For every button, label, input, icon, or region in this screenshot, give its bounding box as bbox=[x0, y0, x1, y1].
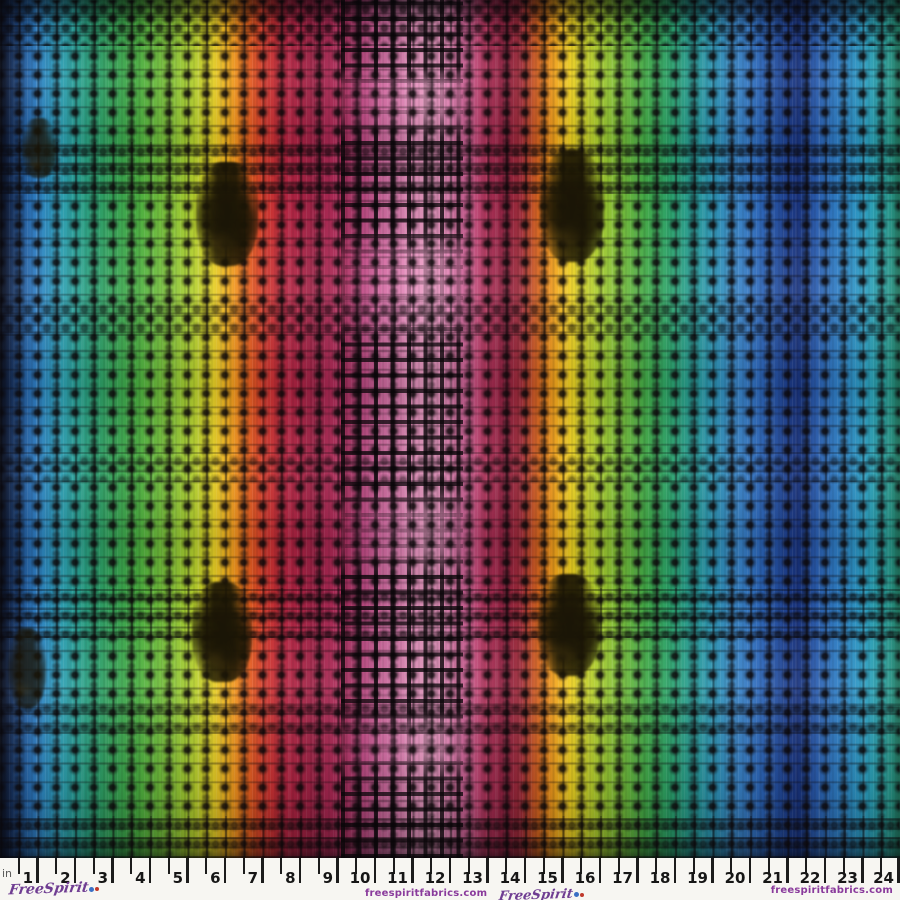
freespirit-logo-center: FreeSpirit bbox=[497, 884, 584, 900]
ruler-tick-inch bbox=[411, 858, 414, 883]
ruler-tick-inch bbox=[636, 858, 639, 883]
website-url-center: freespiritfabrics.com bbox=[365, 888, 488, 899]
ruler-tick-half bbox=[767, 858, 770, 874]
ruler-tick-inch bbox=[786, 858, 789, 883]
ruler-tick-inch bbox=[823, 858, 826, 883]
ruler-tick-half bbox=[167, 858, 170, 874]
ruler-tick-half bbox=[580, 858, 583, 874]
ruler-tick-half bbox=[92, 858, 95, 874]
ruler-tick-inch bbox=[36, 858, 39, 883]
ruler-tick-inch bbox=[298, 858, 301, 883]
ruler-number: 8 bbox=[285, 869, 296, 887]
ruler-tick-inch bbox=[748, 858, 751, 883]
ruler-tick-half bbox=[730, 858, 733, 874]
ruler-tick-inch bbox=[598, 858, 601, 883]
ruler-number: 21 bbox=[762, 869, 783, 887]
ruler-tick-inch bbox=[261, 858, 264, 883]
ruler-tick-half bbox=[842, 858, 845, 874]
ruler-tick-half bbox=[317, 858, 320, 874]
edge-vignette bbox=[0, 0, 900, 858]
ruler-tick-inch bbox=[561, 858, 564, 883]
ruler-number: 12 bbox=[424, 869, 446, 887]
ruler-number: 2 bbox=[60, 869, 71, 887]
ruler-tick-half bbox=[205, 858, 208, 874]
ruler-tick-inch bbox=[673, 858, 676, 883]
ruler-tick-half bbox=[280, 858, 283, 874]
ruler-number: 1 bbox=[22, 869, 33, 887]
ruler-tick-half bbox=[392, 858, 395, 874]
ruler-number: 18 bbox=[649, 869, 671, 887]
selvage-center-group: freespiritfabrics.com FreeSpirit bbox=[365, 884, 584, 900]
ruler-number: 10 bbox=[349, 869, 371, 887]
ruler-unit-label: in bbox=[2, 867, 13, 880]
ruler-number: 19 bbox=[687, 869, 708, 887]
ruler-tick-inch bbox=[861, 858, 864, 883]
ruler-number: 9 bbox=[322, 869, 333, 887]
ruler-tick-inch bbox=[186, 858, 189, 883]
ruler-tick-inch bbox=[897, 858, 900, 883]
ruler-tick-half bbox=[355, 858, 358, 874]
fabric-print bbox=[0, 0, 900, 858]
ruler-number: 5 bbox=[172, 869, 183, 887]
ruler-number: 24 bbox=[873, 869, 894, 887]
ruler-tick-inch bbox=[223, 858, 226, 883]
ruler-number: 4 bbox=[135, 869, 146, 887]
ruler-number: 22 bbox=[799, 869, 821, 887]
ruler-tick-half bbox=[692, 858, 695, 874]
ruler-tick-half bbox=[655, 858, 658, 874]
ruler-number: 23 bbox=[837, 869, 858, 887]
website-url-right: freespiritfabrics.com bbox=[770, 885, 893, 896]
freespirit-script-text: FreeSpirit bbox=[497, 886, 575, 900]
ruler-tick-half bbox=[505, 858, 508, 874]
ruler-tick-half bbox=[880, 858, 883, 874]
ruler-tick-inch bbox=[111, 858, 114, 883]
ruler-tick-half bbox=[617, 858, 620, 874]
ruler-number: 6 bbox=[210, 869, 221, 887]
logo-flourish-icon bbox=[88, 881, 100, 897]
ruler-tick-inch bbox=[148, 858, 151, 883]
selvage-ruler-strip: in 1 2 3 4 5 6 7 8 9 10 11 12 13 14 15 16 17 18 19 20 21 22 23… bbox=[0, 858, 900, 900]
ruler-tick-inch bbox=[711, 858, 714, 883]
ruler-tick-inch bbox=[373, 858, 376, 883]
ruler-number: 3 bbox=[97, 869, 108, 887]
ruler-tick-half bbox=[430, 858, 433, 874]
ruler-number: 14 bbox=[499, 869, 521, 887]
ruler-number: 17 bbox=[612, 869, 633, 887]
ruler-tick-inch bbox=[448, 858, 451, 883]
ruler-tick-half bbox=[467, 858, 470, 874]
ruler-tick-inch bbox=[523, 858, 526, 883]
ruler-tick-half bbox=[242, 858, 245, 874]
ruler-number: 7 bbox=[247, 869, 258, 887]
freespirit-script-text: FreeSpirit bbox=[7, 879, 90, 899]
ruler-tick-inch bbox=[73, 858, 76, 883]
ruler-tick-inch bbox=[486, 858, 489, 883]
freespirit-logo-left: FreeSpirit bbox=[7, 879, 100, 899]
ruler-ticks: 1 2 3 4 5 6 7 8 9 10 11 12 13 14 15 16 17 18 19 20 21 22 23 24 bbox=[0, 858, 900, 900]
ruler-tick-half bbox=[805, 858, 808, 874]
ruler-tick-half bbox=[542, 858, 545, 874]
ruler-number: 20 bbox=[724, 869, 746, 887]
ruler-tick-half bbox=[17, 858, 20, 874]
ruler-tick-inch bbox=[336, 858, 339, 883]
ruler-number: 15 bbox=[537, 869, 558, 887]
ruler-number: 11 bbox=[387, 869, 408, 887]
ruler-number: 13 bbox=[462, 869, 483, 887]
ruler-tick-half bbox=[55, 858, 58, 874]
ruler-number: 16 bbox=[574, 869, 596, 887]
ruler-tick-half bbox=[130, 858, 133, 874]
logo-flourish-icon bbox=[573, 884, 584, 900]
